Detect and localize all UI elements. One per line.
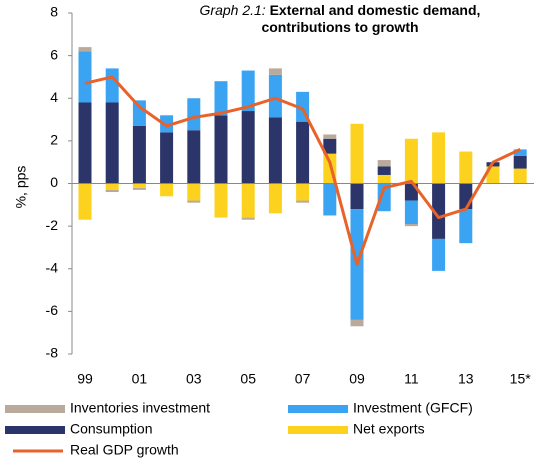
bar-segment <box>187 183 201 201</box>
bar-segment <box>268 74 282 118</box>
bar-segment <box>187 98 201 131</box>
bar-segment <box>241 111 255 184</box>
bar-segment <box>241 217 255 220</box>
bar-segment <box>132 125 146 184</box>
bar-segment <box>78 47 92 52</box>
bar-segment <box>160 115 174 133</box>
bar-segment <box>296 121 310 184</box>
x-tick-label: 05 <box>240 371 256 387</box>
x-tick-label: 09 <box>349 371 365 387</box>
x-tick-label: 15* <box>510 371 532 387</box>
legend-label: Consumption <box>70 421 153 437</box>
bar-segment <box>214 115 228 184</box>
legend-label: Net exports <box>353 421 425 437</box>
bar-segment <box>459 209 473 244</box>
legend-label: Real GDP growth <box>70 442 179 458</box>
legend-label: Inventories investment <box>70 400 210 416</box>
bar-segment <box>459 151 473 184</box>
bar-segment <box>268 117 282 184</box>
bar-segment <box>187 130 201 184</box>
x-tick-label: 13 <box>458 371 474 387</box>
y-tick-label: 6 <box>50 46 58 62</box>
bar-segment <box>78 183 92 220</box>
bar-segment <box>132 183 146 188</box>
bar-segment <box>323 183 337 216</box>
bar-segment <box>432 132 446 184</box>
y-axis-label: %, pps <box>13 166 29 209</box>
y-tick-label: 8 <box>50 4 58 20</box>
bar-segment <box>105 189 119 193</box>
y-tick-label: 4 <box>50 89 58 105</box>
bar-segment <box>350 123 364 184</box>
bar-segment <box>214 81 228 116</box>
y-tick-label: 0 <box>50 174 58 190</box>
title-prefix: Graph 2.1: <box>199 2 266 18</box>
y-tick-label: -8 <box>46 345 59 361</box>
y-tick-label: -4 <box>46 259 59 275</box>
bar-segment <box>132 100 146 126</box>
bar-segment <box>350 319 364 327</box>
x-tick-label: 11 <box>404 371 419 387</box>
y-tick-label: -6 <box>46 302 59 318</box>
bar-segment <box>350 183 364 210</box>
legend-label: Investment (GFCF) <box>353 400 473 416</box>
bar-segment <box>214 183 228 218</box>
bar-segment <box>323 138 337 154</box>
bar-segment <box>105 102 119 184</box>
bar-segment <box>78 51 92 103</box>
bar-segment <box>404 223 418 227</box>
bar-segment <box>105 68 119 103</box>
bar-segment <box>432 183 446 239</box>
chart-title: External and domestic demand, contributi… <box>261 2 481 35</box>
legend-swatch <box>288 405 348 413</box>
bar-segment <box>78 102 92 184</box>
x-tick-label: 07 <box>295 371 311 387</box>
y-tick-label: -2 <box>46 217 59 233</box>
bar-segment <box>377 166 391 175</box>
bar-segment <box>404 138 418 184</box>
legend-swatch <box>5 426 65 434</box>
bar-segment <box>513 149 527 156</box>
bar-segment <box>432 238 446 271</box>
bar-segment <box>296 200 310 203</box>
legend-swatch <box>5 405 65 413</box>
bar-segment <box>296 183 310 201</box>
x-tick-label: 01 <box>132 371 148 387</box>
y-tick-label: 2 <box>50 132 58 148</box>
chart-title-box: Graph 2.1: External and domestic demand,… <box>160 2 520 36</box>
bar-segment <box>160 132 174 184</box>
bar-segment <box>105 183 119 190</box>
bar-segment <box>241 70 255 112</box>
legend-swatch <box>288 426 348 434</box>
bar-segment <box>459 183 473 210</box>
bar-segment <box>513 168 527 184</box>
bar-segment <box>187 200 201 203</box>
bar-segment <box>513 155 527 169</box>
bar-segment <box>268 183 282 214</box>
bar-segment <box>323 134 337 139</box>
bar-segment <box>377 183 391 212</box>
gdp-line <box>84 75 521 266</box>
x-tick-label: 03 <box>186 371 202 387</box>
bar-segment <box>377 160 391 167</box>
bar-segment <box>404 200 418 224</box>
bar-segment <box>160 183 174 197</box>
bar-segment <box>132 187 146 190</box>
bar-segment <box>241 183 255 218</box>
x-tick-label: 99 <box>77 371 93 387</box>
bar-segment <box>268 68 282 75</box>
bar-segment <box>377 174 391 184</box>
